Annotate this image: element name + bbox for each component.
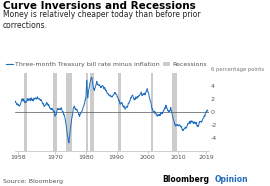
Text: 6 percentage points: 6 percentage points (211, 67, 264, 72)
Text: Money is relatively cheaper today than before prior
corrections.: Money is relatively cheaper today than b… (3, 10, 200, 30)
Text: Curve Inversions and Recessions: Curve Inversions and Recessions (3, 1, 195, 11)
Bar (151, 73, 153, 151)
Bar (86, 73, 88, 151)
Bar (66, 73, 72, 151)
Text: Bloomberg: Bloomberg (162, 175, 209, 184)
Text: Source: Bloomberg: Source: Bloomberg (3, 179, 63, 184)
Bar (118, 73, 121, 151)
Bar (53, 73, 58, 151)
Bar (90, 73, 94, 151)
Legend: Three-month Treasury bill rate minus inflation, Recessions: Three-month Treasury bill rate minus inf… (6, 62, 207, 67)
Text: Opinion: Opinion (215, 175, 248, 184)
Bar (24, 73, 27, 151)
Bar (172, 73, 177, 151)
